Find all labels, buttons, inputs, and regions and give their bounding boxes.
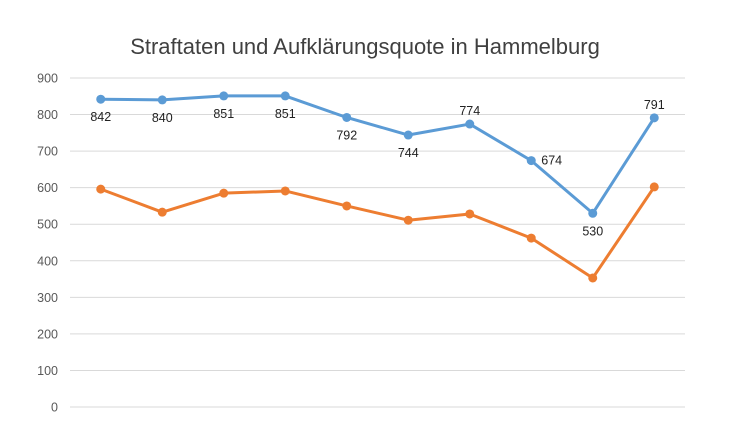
y-tick-label: 900 (37, 72, 58, 86)
data-point (649, 182, 659, 192)
y-tick-label: 700 (37, 145, 58, 159)
data-point (342, 201, 352, 211)
data-label: 842 (90, 110, 111, 124)
data-label: 791 (644, 98, 665, 112)
data-point (465, 209, 475, 219)
data-point (588, 208, 598, 218)
data-label: 851 (275, 107, 296, 121)
data-point (342, 112, 352, 122)
series-line (100, 186, 656, 280)
data-label: 851 (213, 107, 234, 121)
data-point (588, 273, 598, 283)
data-point (649, 113, 659, 123)
series-layer: 842 840 851 851 792 744 774 674 530 791 (90, 91, 665, 283)
chart-title: Straftaten und Aufklärungsquote in Hamme… (130, 34, 600, 59)
y-tick-label: 500 (37, 218, 58, 232)
y-tick-label: 0 (51, 401, 58, 415)
data-point (96, 184, 106, 194)
data-label: 774 (459, 104, 480, 118)
data-label: 744 (398, 146, 419, 160)
data-label: 674 (541, 154, 562, 168)
data-label: 840 (152, 111, 173, 125)
data-point (526, 156, 536, 166)
data-point (96, 94, 106, 104)
data-point (219, 188, 229, 198)
y-tick-label: 200 (37, 327, 58, 341)
data-label: 530 (582, 224, 603, 238)
y-tick-label: 100 (37, 364, 58, 378)
data-point (526, 233, 536, 243)
y-axis-ticks: 0 100 200 300 400 500 600 700 800 900 (37, 72, 58, 415)
y-tick-label: 300 (37, 291, 58, 305)
data-point (157, 207, 167, 217)
data-point (465, 119, 475, 129)
data-label: 792 (336, 128, 357, 142)
data-point (403, 130, 413, 140)
series-line (100, 94, 656, 215)
data-point (219, 91, 229, 101)
data-point (280, 186, 290, 196)
data-point (403, 215, 413, 225)
data-point (157, 95, 167, 105)
y-tick-label: 800 (37, 108, 58, 122)
data-point (280, 91, 290, 101)
gridlines (70, 77, 685, 408)
y-tick-label: 400 (37, 254, 58, 268)
y-tick-label: 600 (37, 181, 58, 195)
